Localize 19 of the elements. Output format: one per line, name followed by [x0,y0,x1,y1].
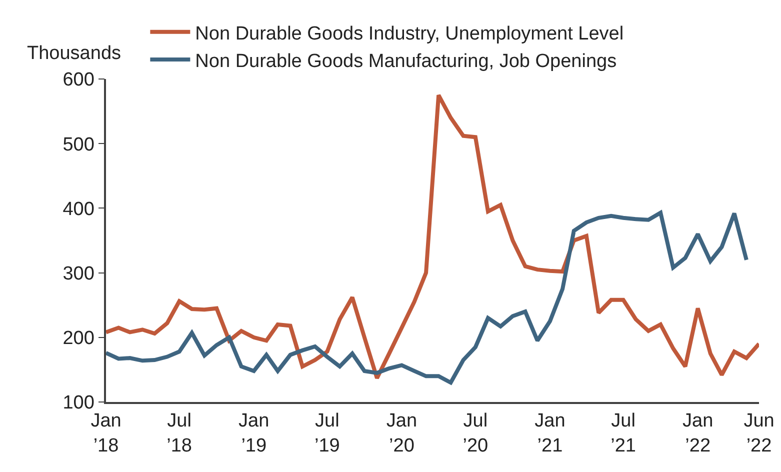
x-tick-label: Jul ’20 [462,410,488,456]
x-tick-label: Jul ’19 [314,410,340,456]
y-tick-label: 500 [62,134,94,156]
legend-label: Non Durable Goods Industry, Unemployment Level [195,23,624,44]
y-tick-label: 600 [62,70,94,91]
y-tick-label: 300 [62,263,94,284]
legend-label: Non Durable Goods Manufacturing, Job Openings [195,50,617,72]
x-tick-label: Jul ’21 [610,410,636,456]
y-axis-title: Thousands [27,43,122,64]
y-tick-label: 400 [62,198,94,220]
x-tick-label: Jul ’18 [166,410,192,456]
x-tick-label: Jan ’21 [534,410,566,456]
x-tick-label: Jan ’19 [238,410,270,456]
y-tick-label: 200 [62,328,94,350]
x-tick-label: Jan ’20 [386,410,418,456]
line-series [106,210,748,385]
x-tick-label: Jan ’22 [682,410,714,456]
x-tick-label: Jun ’22 [744,410,774,456]
line-series [106,93,759,380]
